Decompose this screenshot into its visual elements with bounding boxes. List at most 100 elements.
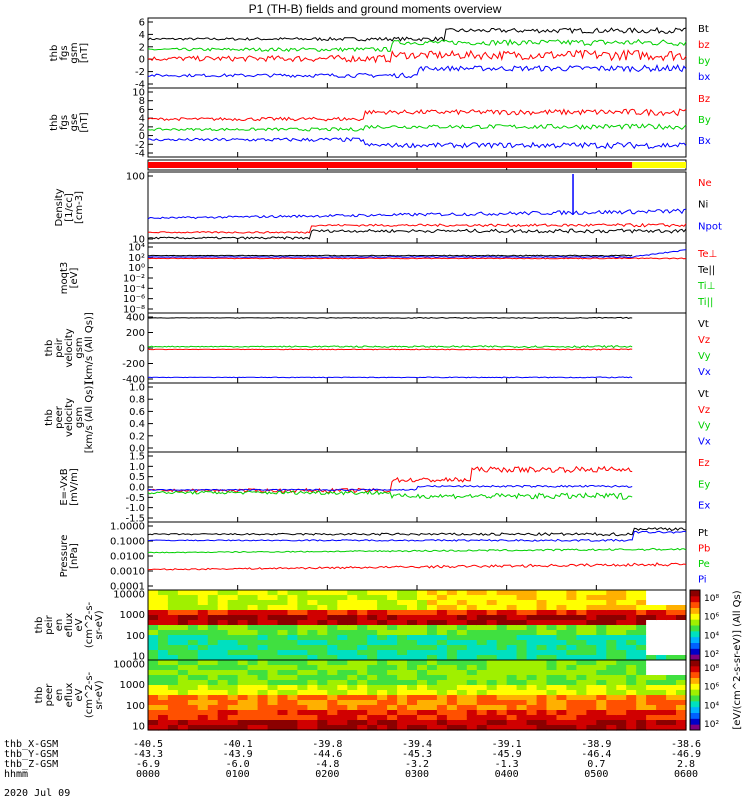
y-tick-label: 1.0 <box>129 462 145 473</box>
ephemeris-value: -3.2 <box>404 759 430 770</box>
ephemeris-value: -43.9 <box>222 749 253 760</box>
legend-entry: Vz <box>698 405 710 416</box>
colorbar-tick-label: 10² <box>704 650 719 660</box>
axis-label: eflux <box>64 613 75 638</box>
colorbar-tick-label: 10⁴ <box>704 701 719 711</box>
legend-entry: Bt <box>698 24 709 35</box>
legend-entry: by <box>698 56 710 67</box>
colorbar-frame <box>689 659 701 731</box>
y-tick-label: 10⁻² <box>123 274 145 285</box>
series-Ez <box>147 465 633 494</box>
y-tick-label: 100 <box>126 631 145 642</box>
y-tick-label: 0.5 <box>129 472 145 483</box>
axis-label: gsm <box>69 42 80 63</box>
y-tick-label: 0.0010 <box>110 567 145 578</box>
y-tick-label: 0 <box>139 55 145 66</box>
series-Npot <box>147 208 687 220</box>
ephemeris-value: -46.4 <box>581 749 612 760</box>
ephemeris-row-label: thb_Z-GSM <box>4 759 59 770</box>
ephemeris-value: -46.9 <box>670 749 702 760</box>
legend-entry: Ti|| <box>697 297 713 308</box>
axis-label: en <box>54 689 65 702</box>
ephemeris-row-label: hhmm <box>4 769 29 780</box>
legend-entry: By <box>698 115 711 126</box>
ephemeris-value: -38.9 <box>581 739 612 750</box>
y-tick-label: 10000 <box>113 590 145 601</box>
colorbar-swatch <box>690 665 700 673</box>
series-Bt <box>147 26 687 43</box>
y-tick-label: 10⁰ <box>128 263 145 274</box>
ephemeris-value: -39.8 <box>312 739 343 750</box>
legend-entry: bz <box>698 40 710 51</box>
legend-entry: Pi <box>698 575 707 586</box>
legend-entry: Te⊥ <box>697 249 717 260</box>
colorbar-swatch <box>690 718 700 725</box>
series-Pi <box>147 530 687 542</box>
panel-frame <box>147 242 687 314</box>
colorbar-swatch <box>690 677 700 684</box>
ephemeris-value: -6.0 <box>225 759 250 770</box>
y-tick-label: 1000 <box>120 610 145 621</box>
y-tick-label: 0.0100 <box>110 552 145 563</box>
y-tick-label: -4 <box>135 80 145 91</box>
series-Te-perp <box>147 257 687 260</box>
axis-label: (cm^2-s- <box>84 671 95 718</box>
y-tick-label: 10⁻⁸ <box>123 305 145 316</box>
axis-label: [nPa] <box>69 543 80 569</box>
ephemeris-value: -4.8 <box>315 759 340 770</box>
colorbar-swatch <box>690 601 700 608</box>
axis-label: peir <box>44 614 55 634</box>
legend-entry: Pt <box>698 528 708 539</box>
y-tick-label: -2 <box>135 140 145 151</box>
y-tick-label: 6 <box>139 105 145 116</box>
y-tick-label: 0.8 <box>129 395 145 406</box>
axis-label: thb <box>34 687 45 704</box>
ephemeris-value: 0200 <box>315 769 340 780</box>
series-Ey <box>147 489 633 500</box>
colorbar-swatch <box>690 590 700 597</box>
legend-entry: Bx <box>698 136 711 147</box>
ephemeris-value: -40.1 <box>222 739 253 750</box>
axis-label: gsm <box>74 407 85 428</box>
panel-frame <box>147 382 687 453</box>
series-Vx <box>147 376 633 379</box>
ephemeris-value: 0400 <box>494 769 519 780</box>
y-tick-label: -1.0 <box>125 503 145 514</box>
ephemeris-value: 0300 <box>404 769 430 780</box>
y-tick-label: 10⁻⁶ <box>123 294 145 305</box>
colorbar-swatch <box>690 671 700 678</box>
series-Ni <box>147 228 687 240</box>
y-tick-label: 100 <box>126 172 145 183</box>
axis-label: fgs <box>59 45 70 60</box>
ephemeris-row: hhmm 0000 0100 0200 0300 0400 0500 0600 <box>0 769 750 780</box>
colorbar-swatch <box>690 613 700 620</box>
ephemeris-value: -6.9 <box>135 759 161 770</box>
y-tick-label: 200 <box>126 328 145 339</box>
ephemeris-row-label: thb_X-GSM <box>4 739 59 750</box>
y-tick-label: 4 <box>139 114 145 125</box>
ephemeris-row: thb_X-GSM -40.5 -40.1 -39.8 -39.4 -39.1 -38.9 -… <box>0 739 750 750</box>
legend-entry: Bz <box>698 94 710 105</box>
y-tick-label: 10⁻⁴ <box>123 284 145 295</box>
axis-label: thb <box>44 340 55 357</box>
y-tick-label: -2 <box>135 67 145 78</box>
axis-label: en <box>54 619 65 632</box>
colorbar-swatch <box>690 700 700 708</box>
legend-entry: Pe <box>698 559 710 570</box>
series-Vy <box>147 345 633 349</box>
ephemeris-row: thb_Z-GSM -6.9 -6.0 -4.8 -3.2 -1.3 0.7 2.8 <box>0 759 750 770</box>
legend-entry: Ez <box>698 458 710 469</box>
axis-label: peer <box>44 683 55 707</box>
spectrogram-peer <box>148 660 687 731</box>
spectrogram-frame <box>147 659 687 731</box>
ephemeris-value: 0100 <box>225 769 250 780</box>
series-bz <box>147 49 687 64</box>
axis-label: E=-VxB <box>59 468 70 505</box>
axis-label: Pressure <box>59 535 70 578</box>
ephemeris-value: 2.8 <box>676 759 696 770</box>
legend-entry: Ne <box>698 178 712 189</box>
axis-label: eV <box>74 618 85 631</box>
colorbar-swatch <box>690 642 700 649</box>
axis-label: peer <box>54 405 65 429</box>
